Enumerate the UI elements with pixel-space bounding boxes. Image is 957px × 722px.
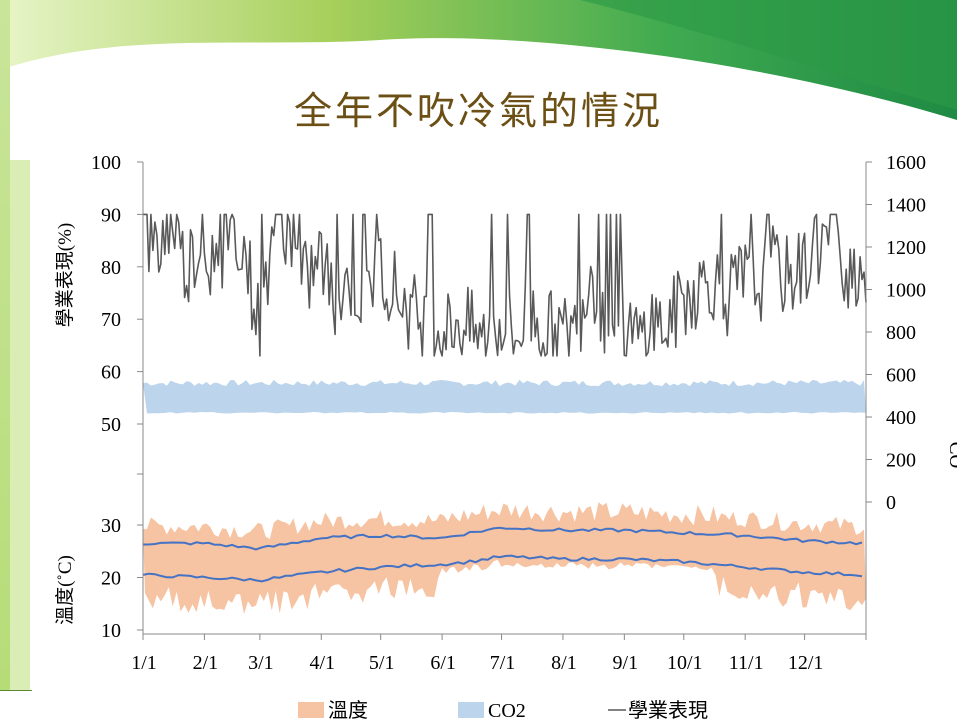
x-tick-label: 5/1 xyxy=(369,652,395,674)
co2-tick-label: 400 xyxy=(886,407,916,429)
perf-tick-label: 100 xyxy=(91,152,121,174)
x-tick-label: 8/1 xyxy=(551,652,577,674)
legend-swatch-co2 xyxy=(458,702,484,718)
x-tick-label: 1/1 xyxy=(131,652,157,674)
co2-tick-label: 600 xyxy=(886,365,916,387)
co2-tick-label: 1200 xyxy=(886,237,926,259)
temperature-band xyxy=(143,502,866,614)
temp-tick-label: 30 xyxy=(101,515,121,537)
co2-tick-label: 0 xyxy=(886,492,896,514)
x-tick-label: 6/1 xyxy=(430,652,456,674)
co2-tick-label: 1600 xyxy=(886,152,926,174)
x-tick-label: 10/1 xyxy=(667,652,703,674)
chart-area xyxy=(32,128,957,722)
perf-tick-label: 60 xyxy=(101,362,121,384)
perf-tick-label: 90 xyxy=(101,204,121,226)
left-border xyxy=(0,0,10,690)
x-tick-label: 9/1 xyxy=(613,652,639,674)
co2-tick-label: 1000 xyxy=(886,280,926,302)
x-tick-label: 2/1 xyxy=(193,652,219,674)
temperature-lower-line xyxy=(142,554,863,583)
slide-title: 全年不吹冷氣的情況 xyxy=(293,89,663,133)
legend-label-performance: 學業表現 xyxy=(628,699,708,722)
x-tick-label: 4/1 xyxy=(309,652,335,674)
temp-tick-label: 20 xyxy=(101,568,121,590)
x-tick-label: 7/1 xyxy=(490,652,516,674)
temperature-upper-line xyxy=(143,526,863,551)
legend-label-temperature: 溫度 xyxy=(328,699,368,722)
performance-line xyxy=(143,213,867,357)
perf-tick-label: 70 xyxy=(101,309,121,331)
x-tick-label: 12/1 xyxy=(788,652,824,674)
co2-tick-label: 200 xyxy=(886,450,916,472)
x-tick-label: 11/1 xyxy=(729,652,764,674)
co2-tick-label: 1400 xyxy=(886,195,926,217)
perf-tick-label: 80 xyxy=(101,257,121,279)
perf-tick-label: 50 xyxy=(101,414,121,436)
temp-tick-label: 10 xyxy=(101,620,121,642)
x-tick-label: 3/1 xyxy=(248,652,274,674)
legend-swatch-temperature xyxy=(298,702,324,718)
perf-axis-label: 學業表現(%) xyxy=(54,223,76,327)
legend-label-co2: CO2 xyxy=(488,700,526,722)
co2-tick-label: 800 xyxy=(886,322,916,344)
co2-band xyxy=(143,379,866,414)
temp-axis-label: 溫度(˚C) xyxy=(54,555,76,625)
co2-axis-label: CO xyxy=(945,442,957,468)
